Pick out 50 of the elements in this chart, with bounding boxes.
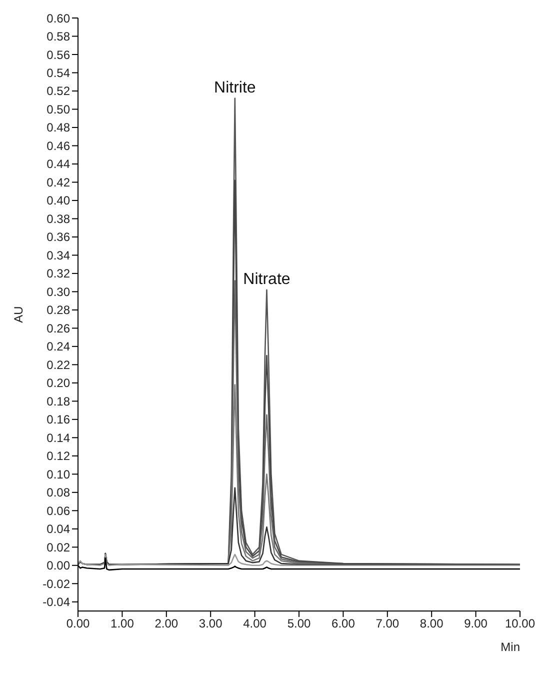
annotation: Nitrate [243,270,290,288]
x-tick-label: 7.00 [376,616,400,631]
y-tick-label: 0.14 [46,430,70,445]
y-tick-label: 0.20 [46,376,70,390]
y-tick-label: 0.36 [46,230,70,244]
x-tick-label: 1.00 [110,616,134,631]
x-tick-label: 3.00 [198,616,223,631]
y-tick-label: 0.38 [46,212,70,226]
y-tick-label: -0.02 [42,576,70,591]
y-tick-label: 0.46 [46,138,70,153]
y-tick-label: -0.04 [42,595,70,610]
x-tick-label: 6.00 [332,616,356,631]
y-tick-label: 0.18 [46,394,70,408]
y-tick-label: 0.12 [46,449,70,464]
x-axis-title: Min [500,640,520,654]
y-tick-label: 0.34 [46,248,70,262]
y-tick-label: 0.02 [46,540,70,554]
y-tick-label: 0.42 [46,175,70,190]
line-series [78,554,520,566]
annotation: Nitrite [214,79,256,96]
y-tick-label: 0.32 [46,266,70,281]
y-tick-label: 0.52 [46,84,70,98]
y-tick-label: 0.16 [46,412,70,427]
y-tick-label: 0.06 [46,504,70,518]
y-tick-label: 0.22 [46,358,70,372]
x-tick-label: 0.00 [66,616,90,631]
y-tick-label: 0.04 [46,522,70,536]
x-tick-label: 8.00 [420,616,444,631]
x-tick-label: 10.00 [504,616,536,631]
line-series [78,487,520,566]
y-tick-label: 0.60 [46,11,70,26]
y-tick-label: 0.26 [46,321,70,336]
y-tick-label: 0.48 [46,120,70,135]
y-tick-label: 0.58 [46,30,70,44]
y-axis-title: AU [11,306,26,323]
y-tick-label: 0.56 [46,48,70,62]
y-tick-label: 0.40 [46,194,70,208]
y-tick-label: 0.24 [46,340,70,354]
y-tick-label: 0.10 [46,467,70,482]
y-tick-label: 0.54 [46,66,70,80]
y-tick-label: 0.50 [46,102,70,116]
y-tick-label: 0.44 [46,157,70,172]
x-tick-label: 5.00 [287,616,311,631]
y-tick-label: 0.30 [46,284,70,299]
x-tick-label: 2.00 [154,616,178,631]
x-tick-label: 9.00 [464,616,488,631]
y-tick-label: 0.28 [46,303,70,318]
y-tick-label: 0.08 [46,486,70,500]
x-tick-label: 4.00 [243,616,267,631]
y-tick-label: 0.00 [46,558,70,573]
